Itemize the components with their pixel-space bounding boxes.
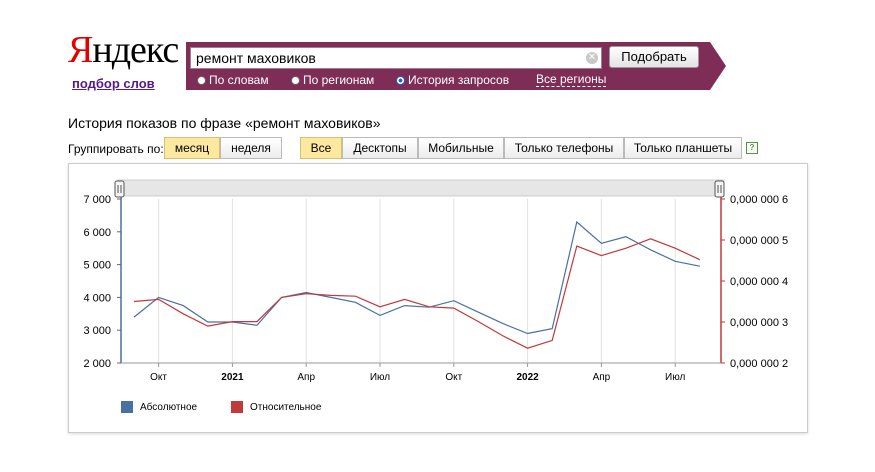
section-title: История показов по фразе «ремонт маховик… xyxy=(68,115,381,131)
y-tick-label-left: 7 000 xyxy=(83,194,111,206)
period-month-button[interactable]: месяц xyxy=(164,137,220,159)
y-tick-label-left: 6 000 xyxy=(83,227,111,239)
radio-by-regions[interactable]: По регионам xyxy=(291,73,374,87)
y-tick-label-right: 0,000 000 5 xyxy=(730,235,788,247)
legend-swatch-relative xyxy=(231,401,243,413)
y-tick-label-left: 5 000 xyxy=(83,260,111,272)
all-regions-link[interactable]: Все регионы xyxy=(536,72,607,87)
y-tick-label-left: 4 000 xyxy=(83,292,111,304)
device-mobile-button[interactable]: Мобильные xyxy=(418,137,504,159)
range-navigator-bar[interactable] xyxy=(117,179,725,197)
y-tick-label-right: 0,000 000 6 xyxy=(730,194,788,206)
search-bar-arrow xyxy=(710,42,726,90)
y-tick-label-left: 3 000 xyxy=(83,325,111,337)
x-tick-label: Окт xyxy=(445,372,462,383)
period-week-button[interactable]: неделя xyxy=(220,137,282,159)
radio-by-words[interactable]: По словам xyxy=(197,73,269,87)
legend-label-relative: Относительное xyxy=(250,402,322,413)
wordstat-link[interactable]: подбор слов xyxy=(72,76,155,91)
help-icon[interactable]: ? xyxy=(746,142,758,154)
series-line-absolute xyxy=(133,220,700,335)
group-by-label: Группировать по: xyxy=(68,142,164,156)
legend-label-absolute: Абсолютное xyxy=(140,402,198,413)
device-tablets-button[interactable]: Только планшеты xyxy=(624,137,742,159)
radio-dot xyxy=(197,76,206,85)
device-desktop-button[interactable]: Десктопы xyxy=(342,137,418,159)
chart-panel xyxy=(68,163,808,433)
x-tick-label: Апр xyxy=(593,372,611,383)
radio-dot-selected xyxy=(396,76,405,85)
x-tick-label: Июл xyxy=(665,372,685,383)
x-tick-label: 2021 xyxy=(221,372,244,383)
submit-button[interactable]: Подобрать xyxy=(609,46,699,68)
search-input[interactable]: ремонт маховиков xyxy=(190,47,602,69)
clear-icon[interactable]: ✕ xyxy=(586,52,598,64)
range-handle-left[interactable] xyxy=(114,180,125,198)
range-handle-right[interactable] xyxy=(714,180,725,198)
x-tick-label: Окт xyxy=(150,372,167,383)
device-all-button[interactable]: Все xyxy=(300,137,342,159)
radio-dot xyxy=(291,76,300,85)
x-tick-label: 2022 xyxy=(516,372,539,383)
x-tick-label: Апр xyxy=(297,372,315,383)
device-phones-button[interactable]: Только телефоны xyxy=(504,137,624,159)
y-tick-label-right: 0,000 000 3 xyxy=(730,317,788,329)
series-line-relative xyxy=(133,238,701,349)
y-tick-label-right: 0,000 000 4 xyxy=(730,276,788,288)
yandex-logo[interactable]: Яндекс xyxy=(68,29,179,71)
legend-swatch-absolute xyxy=(121,401,133,413)
radio-history[interactable]: История запросов xyxy=(396,73,509,87)
y-tick-label-left: 2 000 xyxy=(83,358,111,370)
y-tick-label-right: 0,000 000 2 xyxy=(730,358,788,370)
x-tick-label: Июл xyxy=(370,372,390,383)
